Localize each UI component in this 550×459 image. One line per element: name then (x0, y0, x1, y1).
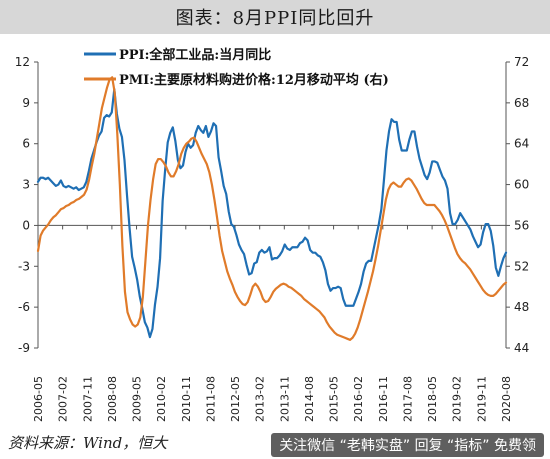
legend-label-ppi: PPI:全部工业品:当月同比 (119, 47, 271, 63)
x-tick-label: 2007-02 (57, 376, 70, 422)
x-tick-label: 2016-11 (377, 376, 390, 422)
x-tick-label: 2014-08 (303, 376, 316, 422)
y-left-tick-label: -3 (18, 259, 30, 273)
y-left-tick-label: 0 (22, 218, 30, 232)
x-tick-label: 2015-05 (328, 376, 341, 422)
y-right-tick-label: 48 (514, 300, 529, 314)
x-tick-label: 2010-11 (180, 376, 193, 422)
x-tick-label: 2016-02 (352, 376, 365, 422)
y-left-tick-label: -6 (18, 300, 30, 314)
y-right-tick-label: 44 (514, 341, 529, 355)
axes-group: -9 -6 -3 0 3 6 9 12 44 48 52 56 60 64 68 72 2006-05 2007-… (15, 55, 530, 422)
x-tick-label: 2013-02 (254, 376, 267, 422)
y-left-tick-label: 9 (22, 96, 30, 110)
y-left-tick-label: 12 (15, 55, 30, 69)
x-tick-label: 2011-08 (204, 376, 217, 422)
x-tick-label: 2008-08 (106, 376, 119, 422)
y-right-tick-label: 56 (514, 218, 529, 232)
x-tick-label: 2006-05 (32, 376, 45, 422)
x-tick-label: 2017-08 (401, 376, 414, 422)
y-left-tick-label: -9 (18, 341, 30, 355)
series-group (36, 76, 508, 341)
ppi-series-line (36, 88, 508, 339)
x-tick-label: 2007-11 (81, 376, 94, 422)
x-tick-label: 2020-08 (500, 376, 513, 422)
watermark-banner: 关注微信 “老韩实盘” 回复 “指标” 免费领 (271, 433, 544, 457)
x-tick-label: 2019-11 (475, 376, 488, 422)
legend-label-pmi: PMI:主要原材料购进价格:12月移动平均 (右) (119, 72, 389, 88)
y-right-tick-label: 64 (514, 137, 529, 151)
x-tick-label: 2018-05 (426, 376, 439, 422)
x-tick-label: 2010-02 (155, 376, 168, 422)
x-tick-label: 2013-11 (278, 376, 291, 422)
line-chart: -9 -6 -3 0 3 6 9 12 44 48 52 56 60 64 68 72 2006-05 2007-… (15, 47, 530, 422)
y-right-tick-label: 68 (514, 96, 529, 110)
legend: PPI:全部工业品:当月同比 PMI:主要原材料购进价格:12月移动平均 (右) (84, 47, 389, 88)
pmi-series-line (36, 76, 508, 341)
y-right-tick-label: 60 (514, 178, 529, 192)
x-tick-label: 2019-02 (451, 376, 464, 422)
chart-title: 图表：8月PPI同比回升 (175, 8, 375, 29)
y-right-tick-label: 52 (514, 259, 529, 273)
y-left-tick-label: 6 (22, 137, 30, 151)
source-note: 资料来源：Wind，恒大 (8, 434, 168, 452)
y-left-tick-label: 3 (22, 178, 30, 192)
chart-title-bar: 图表：8月PPI同比回升 (0, 0, 550, 34)
x-tick-label: 2012-05 (229, 376, 242, 422)
x-tick-label: 2009-05 (131, 376, 144, 422)
y-right-tick-label: 72 (514, 55, 529, 69)
